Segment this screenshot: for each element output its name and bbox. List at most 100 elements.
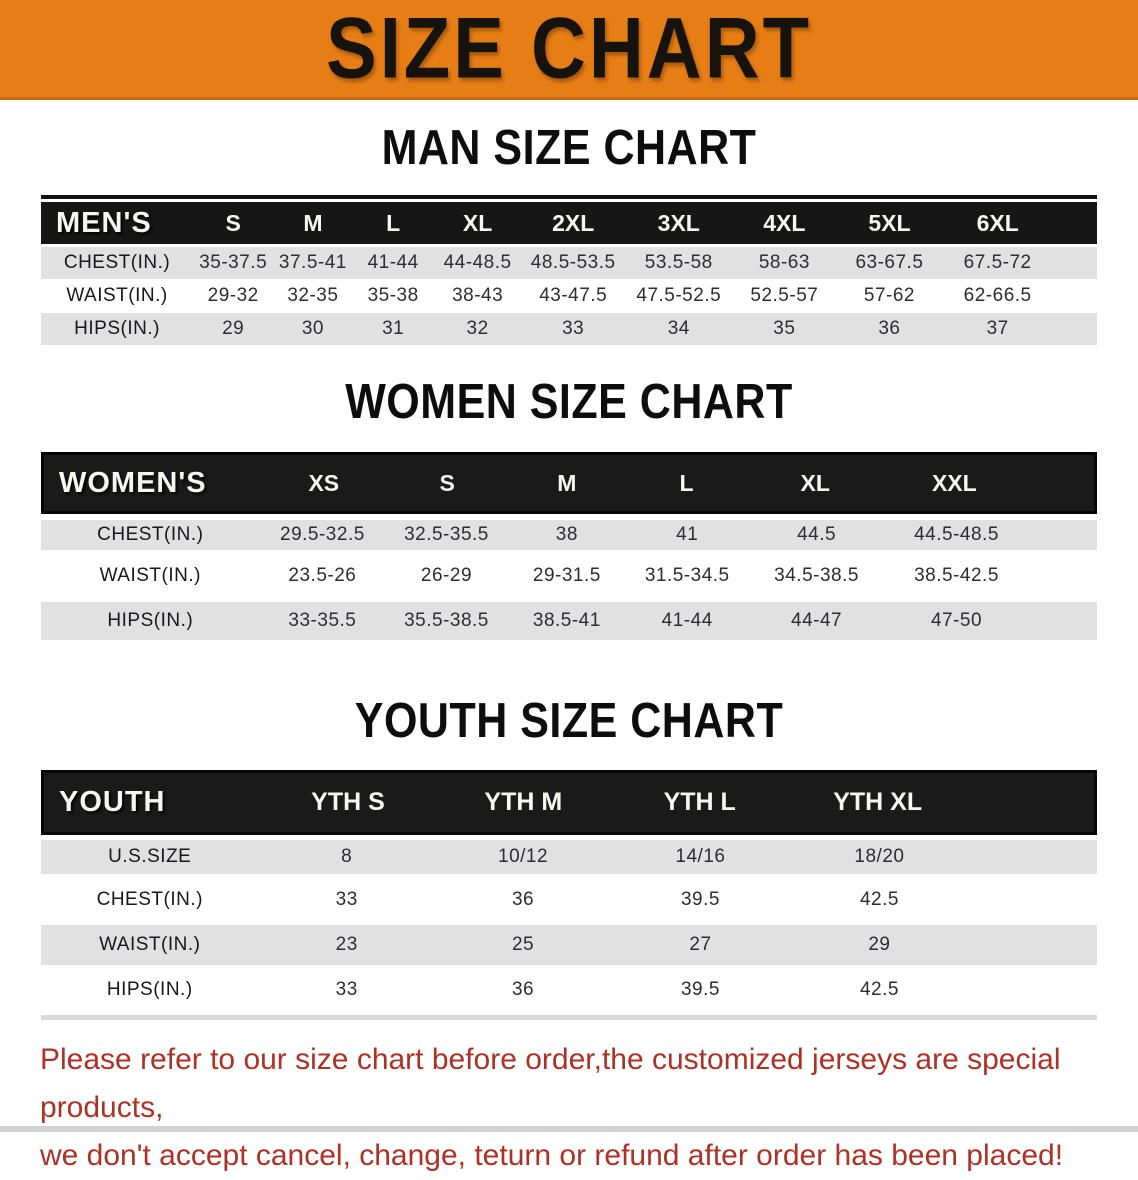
size-cell: 31 bbox=[382, 318, 405, 339]
size-cell: 8 bbox=[341, 846, 353, 867]
men-waist-row: WAIST(IN.) 29-32 32-35 35-38 38-43 43-47… bbox=[41, 279, 1097, 313]
size-cell: 26-29 bbox=[420, 565, 473, 586]
size-column-header: 6XL bbox=[976, 209, 1019, 236]
size-cell: 34 bbox=[667, 318, 690, 339]
size-cell: 35-38 bbox=[367, 285, 419, 306]
size-cell: 47.5-52.5 bbox=[636, 285, 722, 306]
size-cell: 33 bbox=[562, 318, 585, 339]
men-hips-row: HIPS(IN.) 29 30 31 32 33 34 35 36 37 bbox=[41, 313, 1097, 345]
size-cell: 18/20 bbox=[854, 846, 905, 867]
youth-waist-row: WAIST(IN.) 23 25 27 29 bbox=[41, 925, 1097, 965]
size-cell: 67.5-72 bbox=[963, 252, 1032, 273]
youth-table-bottom-rule bbox=[41, 1015, 1097, 1020]
row-label: HIPS(IN.) bbox=[107, 610, 194, 631]
women-waist-row: WAIST(IN.) 23.5-26 26-29 29-31.5 31.5-34… bbox=[41, 550, 1097, 602]
size-cell: 35-37.5 bbox=[199, 252, 268, 273]
size-cell: 25 bbox=[511, 934, 535, 955]
row-label: CHEST(IN.) bbox=[96, 888, 203, 910]
size-cell: 42.5 bbox=[859, 979, 899, 1000]
size-cell: 57-62 bbox=[863, 285, 915, 306]
disclaimer-line-2: we don't accept cancel, change, teturn o… bbox=[40, 1139, 1064, 1172]
size-column-header: XL bbox=[800, 469, 830, 496]
size-column-header: L bbox=[679, 469, 694, 496]
size-cell: 44-47 bbox=[791, 610, 843, 631]
size-cell: 37 bbox=[986, 318, 1009, 339]
row-label: U.S.SIZE bbox=[108, 846, 192, 867]
women-chart-heading: WOMEN SIZE CHART bbox=[345, 374, 793, 430]
size-cell: 29 bbox=[222, 318, 245, 339]
size-cell: 42.5 bbox=[859, 888, 899, 910]
size-cell: 31.5-34.5 bbox=[644, 565, 730, 586]
size-cell: 10/12 bbox=[498, 846, 549, 867]
size-cell: 27 bbox=[689, 934, 712, 955]
size-cell: 38 bbox=[555, 524, 578, 545]
size-cell: 44-48.5 bbox=[443, 252, 512, 273]
row-label: HIPS(IN.) bbox=[106, 979, 193, 1000]
size-column-header: XS bbox=[308, 469, 340, 496]
men-table-top-rule bbox=[41, 195, 1097, 199]
size-column-header: S bbox=[225, 209, 241, 236]
disclaimer: Please refer to our size chart before or… bbox=[40, 1036, 1110, 1180]
size-cell: 52.5-57 bbox=[750, 285, 819, 306]
size-column-header: XXL bbox=[931, 469, 977, 496]
size-cell: 29-32 bbox=[207, 285, 259, 306]
women-header-label: WOMEN'S bbox=[59, 466, 207, 499]
size-column-header: XL bbox=[462, 209, 493, 236]
size-column-header: 3XL bbox=[657, 209, 700, 236]
size-cell: 53.5-58 bbox=[644, 252, 713, 273]
youth-ussize-row: U.S.SIZE 8 10/12 14/16 18/20 bbox=[41, 840, 1097, 874]
row-label: CHEST(IN.) bbox=[97, 524, 204, 545]
youth-size-table: YOUTH YTH S YTH M YTH L YTH XL U.S.SIZE … bbox=[41, 770, 1097, 1020]
size-cell: 35.5-38.5 bbox=[404, 610, 489, 631]
size-cell: 39.5 bbox=[680, 888, 720, 910]
youth-table-header-row: YOUTH YTH S YTH M YTH L YTH XL bbox=[41, 770, 1097, 835]
size-cell: 38-43 bbox=[452, 285, 504, 306]
size-column-header: M bbox=[557, 469, 577, 496]
youth-chart-heading: YOUTH SIZE CHART bbox=[354, 693, 784, 749]
size-cell: 29 bbox=[868, 934, 891, 955]
size-cell: 44.5 bbox=[797, 524, 837, 545]
size-cell: 35 bbox=[773, 318, 796, 339]
youth-chest-row: CHEST(IN.) 33 36 39.5 42.5 bbox=[41, 874, 1097, 925]
size-cell: 41 bbox=[676, 524, 699, 545]
size-cell: 32.5-35.5 bbox=[404, 524, 489, 545]
youth-hips-row: HIPS(IN.) 33 36 39.5 42.5 bbox=[41, 965, 1097, 1015]
women-table-header-row: WOMEN'S XS S M L XL XXL bbox=[41, 452, 1097, 514]
youth-header-label: YOUTH bbox=[59, 786, 166, 818]
size-column-header: YTH XL bbox=[833, 788, 923, 816]
men-table-header-row: MEN'S S M L XL 2XL 3XL 4XL 5XL 6XL bbox=[41, 202, 1097, 244]
row-label: WAIST(IN.) bbox=[99, 565, 201, 586]
size-cell: 41-44 bbox=[661, 610, 713, 631]
size-cell: 29-31.5 bbox=[532, 565, 601, 586]
row-label: WAIST(IN.) bbox=[99, 934, 201, 955]
size-cell: 44.5-48.5 bbox=[914, 524, 999, 545]
size-cell: 37.5-41 bbox=[278, 252, 347, 273]
size-cell: 34.5-38.5 bbox=[774, 565, 859, 586]
women-size-table: WOMEN'S XS S M L XL XXL CHEST(IN.) 29.5-… bbox=[41, 452, 1097, 640]
men-chest-row: CHEST(IN.) 35-37.5 37.5-41 41-44 44-48.5… bbox=[41, 247, 1097, 279]
row-label: CHEST(IN.) bbox=[63, 252, 171, 273]
size-cell: 29.5-32.5 bbox=[280, 524, 365, 545]
men-size-table: MEN'S S M L XL 2XL 3XL 4XL 5XL 6XL CHEST… bbox=[41, 195, 1097, 345]
size-cell: 48.5-53.5 bbox=[530, 252, 616, 273]
size-cell: 38.5-42.5 bbox=[914, 565, 999, 586]
size-cell: 63-67.5 bbox=[855, 252, 924, 273]
size-cell: 36 bbox=[511, 888, 535, 910]
size-cell: 39.5 bbox=[680, 979, 720, 1000]
size-column-header: 2XL bbox=[552, 209, 595, 236]
size-cell: 36 bbox=[511, 979, 535, 1000]
size-cell: 41-44 bbox=[367, 252, 419, 273]
size-cell: 36 bbox=[878, 318, 901, 339]
size-cell: 38.5-41 bbox=[532, 610, 601, 631]
size-column-header: YTH S bbox=[311, 788, 385, 816]
banner-title: SIZE CHART bbox=[326, 0, 812, 97]
size-cell: 47-50 bbox=[930, 610, 983, 631]
size-cell: 33-35.5 bbox=[288, 610, 357, 631]
disclaimer-line-1: Please refer to our size chart before or… bbox=[40, 1043, 1061, 1124]
size-cell: 32-35 bbox=[287, 285, 339, 306]
size-column-header: L bbox=[386, 209, 401, 236]
size-column-header: 4XL bbox=[763, 209, 806, 236]
women-chest-row: CHEST(IN.) 29.5-32.5 32.5-35.5 38 41 44.… bbox=[41, 520, 1097, 550]
size-cell: 23 bbox=[335, 934, 358, 955]
size-cell: 14/16 bbox=[675, 846, 726, 867]
